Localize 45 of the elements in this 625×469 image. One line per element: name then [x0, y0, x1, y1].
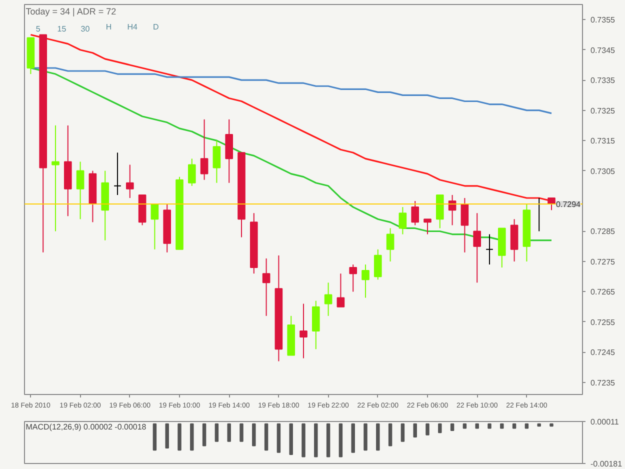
y-tick-label: 0.7325: [590, 106, 616, 116]
candlestick: [200, 118, 208, 180]
y-tick-label: 0.7275: [590, 257, 616, 266]
candlestick: [212, 140, 221, 184]
candlestick: [349, 264, 358, 292]
y-tick-label: 0.7345: [590, 46, 616, 55]
candlestick: [386, 228, 394, 262]
y-tick-label: 0.7355: [590, 16, 616, 25]
annotation: H4: [127, 22, 138, 32]
annotation: Today = 34 | ADR = 72: [26, 6, 116, 16]
candlestick: [486, 234, 494, 265]
candlestick: [150, 204, 159, 250]
chart-title: MACD(12,26,9) 0.00002 -0.00018: [26, 422, 147, 432]
candlestick: [460, 197, 469, 253]
annotation: D: [153, 22, 160, 32]
candlestick: [398, 206, 407, 235]
y-tick-label: 0.7335: [590, 76, 616, 86]
y-tick-label: 0.7285: [590, 227, 616, 236]
annotation: 15: [57, 24, 67, 34]
candlestick: [262, 258, 270, 316]
y-tick-label: 0.00011: [590, 418, 620, 426]
y-tick-label: 0.7315: [590, 136, 616, 146]
candlestick: [52, 124, 60, 232]
candlestick: [411, 200, 420, 226]
y-tick-label: 0.7305: [590, 166, 616, 176]
candlestick: [362, 264, 370, 298]
annotation: H: [106, 22, 112, 32]
y-tick-label: 0.7255: [590, 318, 616, 327]
candlestick: [374, 248, 382, 280]
y-tick-label: 0.7265: [590, 288, 616, 297]
y-tick-label: 0.7235: [590, 378, 616, 388]
candlestick: [114, 152, 122, 196]
annotation: 5: [36, 24, 41, 34]
candlestick: [300, 303, 308, 359]
candlestick: [126, 164, 134, 198]
y-tick-label: 0.7245: [590, 348, 616, 358]
candlestick: [336, 273, 345, 308]
candlestick: [76, 161, 84, 220]
candlestick: [424, 218, 432, 235]
annotation: 30: [80, 24, 90, 34]
candlestick: [473, 212, 482, 284]
ref-line-label: 0.7294: [556, 200, 582, 210]
y-tick-label: -0.00181: [590, 460, 623, 468]
candlestick: [188, 158, 196, 186]
candlestick: [324, 282, 332, 316]
